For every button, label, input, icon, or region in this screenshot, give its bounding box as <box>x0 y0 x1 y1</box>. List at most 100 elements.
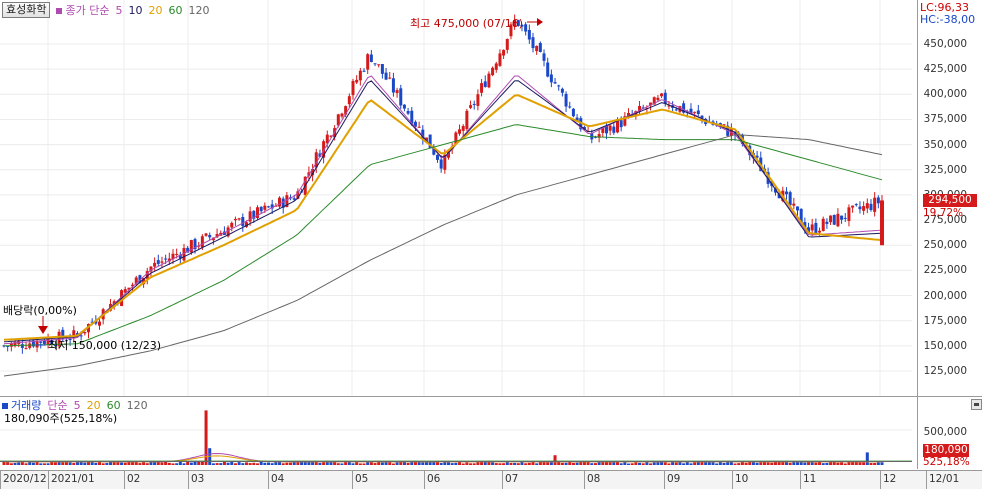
candle-body <box>24 348 28 350</box>
candle-body <box>682 103 686 113</box>
volume-bar <box>123 462 127 465</box>
candle-body <box>656 97 660 101</box>
date-tick-label: 12 <box>883 473 897 485</box>
volume-bar <box>873 463 877 465</box>
candle-body <box>421 129 425 140</box>
candle-body <box>435 154 439 160</box>
volume-bar <box>564 462 568 465</box>
volume-bar <box>325 460 329 465</box>
date-separator <box>732 471 733 489</box>
candle-body <box>406 111 410 114</box>
candle-body <box>395 90 399 94</box>
volume-bar <box>86 461 90 465</box>
candle-body <box>851 205 855 208</box>
volume-bar <box>53 462 57 465</box>
volume-bar <box>406 462 410 465</box>
legend-square-icon <box>2 403 8 409</box>
price-legend: 효성화학 종가 단순 5 10 20 60 120 <box>2 2 209 18</box>
volume-bar <box>68 462 72 465</box>
volume-bar <box>64 461 68 465</box>
volume-bar <box>75 460 79 465</box>
candle-body <box>344 106 348 115</box>
volume-bar <box>230 462 234 465</box>
candle-body <box>127 287 131 290</box>
volume-bar <box>131 461 135 465</box>
volume-bar <box>638 462 642 465</box>
price-axis[interactable]: LC:96,33 HC:-38,00 450,000 425,000 400,000… <box>918 0 982 397</box>
volume-bar <box>399 461 403 465</box>
volume-bar <box>645 461 649 465</box>
volume-bar <box>623 462 627 465</box>
candle-body <box>660 93 664 97</box>
candle-body <box>252 210 256 219</box>
volume-bar <box>24 463 28 465</box>
volume-bar <box>410 461 414 465</box>
candle-body <box>182 247 186 261</box>
candle-body <box>142 278 146 285</box>
volume-tick: 500,000 <box>923 426 967 438</box>
candle-body <box>211 237 215 241</box>
current-volume-percent: 525,18% <box>923 456 970 468</box>
volume-bar <box>13 462 17 465</box>
candle-body <box>39 341 43 343</box>
price-chart-panel[interactable]: 효성화학 종가 단순 5 10 20 60 120 최고 475,000 (07… <box>0 0 918 397</box>
candle-body <box>641 107 645 109</box>
volume-ma-label: 단순 <box>47 399 68 412</box>
candle-body <box>674 109 678 111</box>
date-separator <box>502 471 503 489</box>
candle-body <box>685 111 689 113</box>
date-axis[interactable]: 2020/12 2021/01 02 03 04 05 06 07 08 09 10 11 12 12/0… <box>0 470 982 489</box>
candle-body <box>796 206 800 211</box>
volume-bar <box>601 461 605 465</box>
volume-bar <box>586 461 590 465</box>
volume-bar <box>480 461 484 465</box>
volume-bar <box>347 461 351 465</box>
volume-legend: 거래량 단순 5 20 60 120 <box>2 397 148 413</box>
volume-bar <box>579 461 583 465</box>
stock-name-button[interactable]: 효성화학 <box>2 2 51 18</box>
candle-body <box>46 338 50 345</box>
current-price-percent: 19,72% <box>923 207 964 219</box>
collapse-panel-button[interactable] <box>971 399 982 410</box>
candle-body <box>263 205 267 210</box>
date-tick-label: 07 <box>505 473 519 485</box>
volume-bar <box>674 462 678 465</box>
volume-bar <box>307 461 311 465</box>
volume-bar <box>351 463 355 465</box>
volume-bar <box>502 463 506 465</box>
volume-chart-panel[interactable]: 거래량 단순 5 20 60 120 180,090주(525,18%) <box>0 397 918 469</box>
candle-body <box>208 234 212 238</box>
candle-body <box>458 129 462 134</box>
price-chart-canvas[interactable] <box>0 0 917 396</box>
candle-body <box>560 88 564 93</box>
volume-axis[interactable]: 500,000 180,090 525,18% <box>918 397 982 469</box>
volume-bar <box>832 461 836 465</box>
candle-body <box>362 70 366 72</box>
volume-bar <box>116 461 120 465</box>
candle-body <box>336 114 340 126</box>
candle-body <box>829 215 833 223</box>
date-separator <box>926 471 927 489</box>
volume-bar <box>300 461 304 465</box>
candle-body <box>549 74 553 83</box>
volume-bar <box>127 461 131 465</box>
volume-bar <box>344 460 348 465</box>
volume-bar <box>575 462 579 465</box>
candle-body <box>582 127 586 130</box>
price-tick-label: 375,000 <box>923 113 967 126</box>
candle-body <box>615 118 619 133</box>
candle-body <box>61 329 65 339</box>
candle-body <box>156 260 160 264</box>
volume-chart-canvas[interactable] <box>0 397 917 469</box>
volume-bar <box>42 463 46 465</box>
volume-bar <box>289 462 293 465</box>
volume-bar <box>704 460 708 465</box>
volume-bar <box>718 461 722 465</box>
candle-body <box>270 204 274 209</box>
date-separator <box>664 471 665 489</box>
volume-bar <box>880 462 884 465</box>
volume-bar <box>241 463 245 465</box>
candle-body <box>186 247 190 253</box>
volume-bar <box>770 462 774 465</box>
